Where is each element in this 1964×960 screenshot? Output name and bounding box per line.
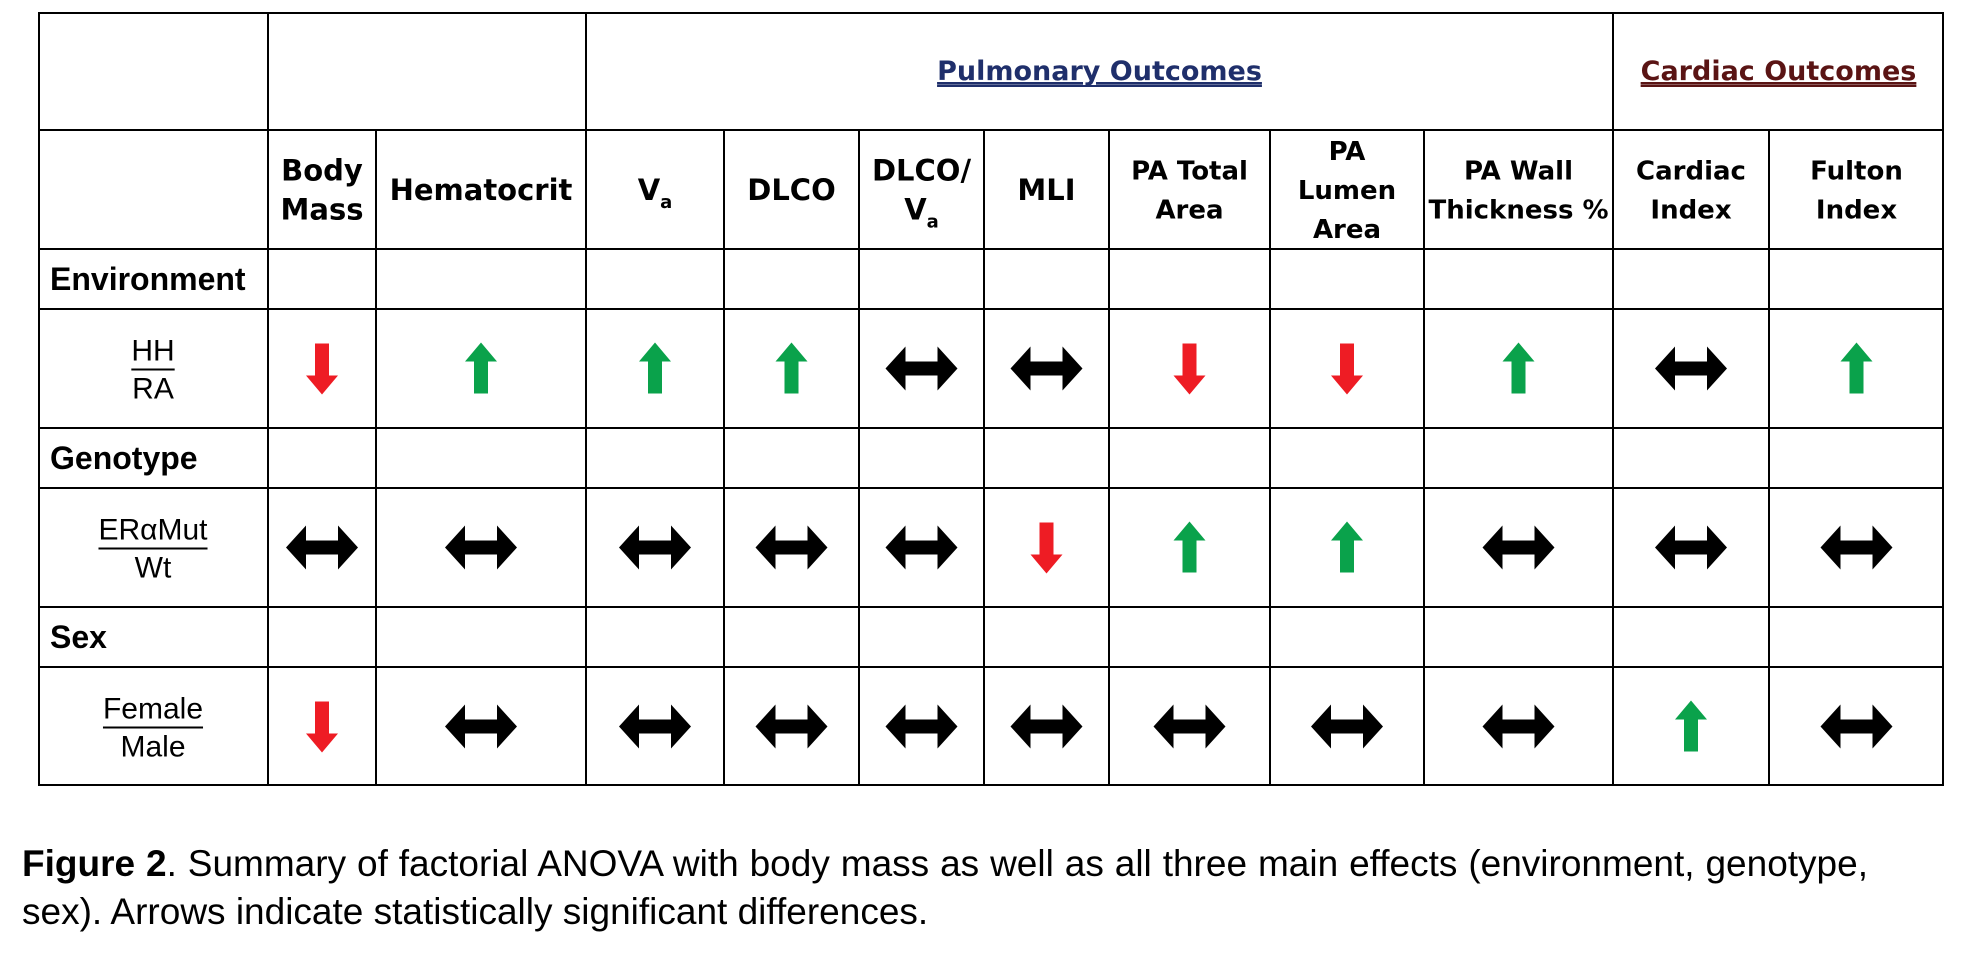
arrow-up-icon bbox=[775, 342, 808, 394]
caption-text: . Summary of factorial ANOVA with body m… bbox=[22, 843, 1868, 932]
column-header: Body Mass bbox=[281, 153, 364, 226]
arrow-both-icon bbox=[1482, 525, 1555, 570]
arrow-both-icon bbox=[755, 525, 828, 570]
column-header: Hematocrit bbox=[390, 173, 573, 207]
column-header: DLCO bbox=[747, 173, 836, 207]
column-header-line: Hematocrit bbox=[390, 173, 573, 207]
column-header-line: PA bbox=[1329, 137, 1366, 167]
column-header-line: Area bbox=[1313, 215, 1381, 245]
column-header-line: Va bbox=[638, 173, 673, 213]
arrow-both-icon bbox=[1153, 704, 1226, 749]
column-header-line: Mass bbox=[281, 192, 364, 226]
factor-label: Genotype bbox=[50, 440, 198, 476]
column-header-line: Index bbox=[1650, 195, 1731, 225]
factor-label: Environment bbox=[50, 261, 246, 297]
arrow-up-icon bbox=[639, 342, 671, 394]
arrow-down-icon bbox=[1173, 343, 1206, 395]
column-header: PA Lumen Area bbox=[1298, 137, 1396, 245]
ratio-denominator: RA bbox=[132, 373, 174, 406]
column-header-line: PA Wall bbox=[1464, 156, 1573, 186]
arrow-both-icon bbox=[1820, 704, 1893, 749]
arrow-both-icon bbox=[885, 346, 958, 391]
arrow-both-icon bbox=[1010, 704, 1083, 749]
caption-label: Figure 2 bbox=[22, 843, 167, 884]
arrow-both-icon bbox=[755, 704, 828, 749]
column-header: DLCO/Va bbox=[872, 153, 971, 232]
column-header: MLI bbox=[1017, 173, 1075, 207]
arrow-up-icon bbox=[1173, 521, 1206, 573]
arrow-down-icon bbox=[306, 343, 338, 395]
arrow-up-icon bbox=[1840, 342, 1873, 394]
arrow-up-icon bbox=[465, 342, 497, 394]
arrow-up-icon bbox=[1502, 342, 1535, 394]
arrow-both-icon bbox=[1655, 525, 1727, 570]
arrow-both-icon bbox=[445, 525, 517, 570]
figure-caption: Figure 2. Summary of factorial ANOVA wit… bbox=[22, 840, 1868, 936]
column-header: Cardiac Index bbox=[1636, 156, 1746, 225]
column-header-line: Fulton bbox=[1810, 156, 1903, 186]
ratio-numerator: ERαMut bbox=[98, 514, 208, 547]
column-header-line: Area bbox=[1155, 195, 1223, 225]
arrow-down-icon bbox=[1331, 343, 1363, 395]
arrow-up-icon bbox=[1331, 521, 1363, 573]
arrow-down-icon bbox=[1030, 522, 1063, 574]
column-header-line: Lumen bbox=[1298, 176, 1396, 206]
arrow-both-icon bbox=[1482, 704, 1555, 749]
column-header-line: Va bbox=[904, 192, 939, 232]
group-header-pulmonary: Pulmonary Outcomes bbox=[937, 56, 1262, 87]
arrow-up-icon bbox=[1675, 700, 1707, 752]
column-header-line: DLCO bbox=[747, 173, 836, 207]
ratio-numerator: Female bbox=[103, 693, 203, 726]
column-header: PA Total Area bbox=[1131, 156, 1248, 225]
arrow-both-icon bbox=[1010, 346, 1083, 391]
table-grid bbox=[38, 12, 1944, 786]
table-border bbox=[38, 12, 1944, 786]
column-header-line: Thickness % bbox=[1428, 195, 1608, 225]
group-header-cardiac: Cardiac Outcomes bbox=[1641, 56, 1917, 87]
arrow-both-icon bbox=[1311, 704, 1383, 749]
arrow-both-icon bbox=[445, 704, 517, 749]
column-header-line: DLCO/ bbox=[872, 153, 971, 187]
column-header: Fulton Index bbox=[1810, 156, 1903, 225]
column-header-line: PA Total bbox=[1131, 156, 1248, 186]
column-header: PA Wall Thickness % bbox=[1428, 156, 1608, 225]
column-header-line: Cardiac bbox=[1636, 156, 1746, 186]
arrow-both-icon bbox=[1820, 525, 1893, 570]
arrow-both-icon bbox=[286, 525, 358, 570]
ratio-denominator: Male bbox=[120, 731, 185, 764]
arrow-both-icon bbox=[619, 525, 691, 570]
factor-label: Sex bbox=[50, 619, 107, 655]
anova-summary-table: Pulmonary Outcomes Cardiac Outcomes Body Ma… bbox=[38, 12, 1944, 786]
arrow-down-icon bbox=[306, 701, 338, 753]
ratio-numerator: HH bbox=[131, 335, 174, 368]
ratio-denominator: Wt bbox=[135, 552, 172, 585]
column-header-line: Index bbox=[1816, 195, 1897, 225]
column-header-line: Body bbox=[281, 153, 363, 187]
arrow-both-icon bbox=[1655, 346, 1727, 391]
arrow-both-icon bbox=[885, 704, 958, 749]
arrow-both-icon bbox=[885, 525, 958, 570]
column-header-line: MLI bbox=[1017, 173, 1075, 207]
arrow-both-icon bbox=[619, 704, 691, 749]
column-header: Va bbox=[638, 173, 673, 213]
